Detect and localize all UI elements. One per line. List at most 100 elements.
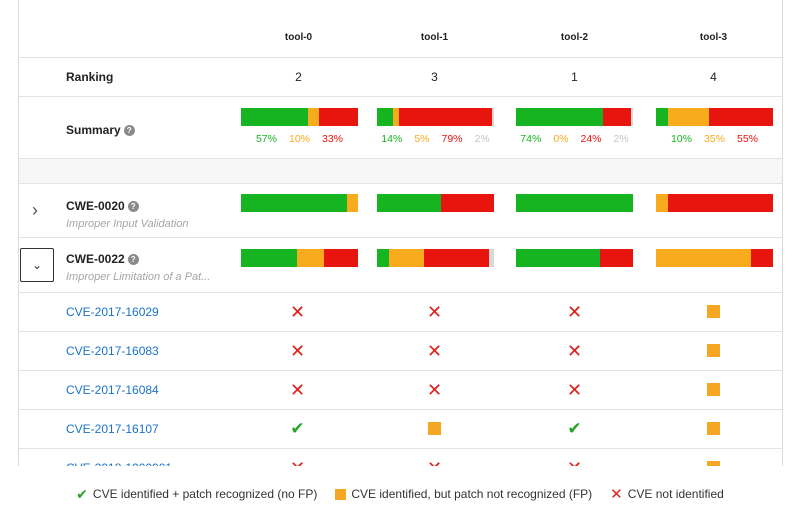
summary-label: Summary bbox=[66, 123, 121, 137]
percentage-label: 10% bbox=[288, 133, 310, 145]
chevron-down-icon[interactable]: ⌄ bbox=[20, 248, 54, 282]
bar-segment-red bbox=[319, 108, 358, 126]
result-mark bbox=[655, 342, 772, 362]
bar-segment-grey bbox=[630, 108, 633, 126]
bar-segment-red bbox=[324, 249, 358, 267]
percentage-label: 0% bbox=[553, 133, 569, 145]
result-mark bbox=[376, 420, 493, 440]
cve-link[interactable]: CVE-2018-1000001 bbox=[66, 461, 172, 466]
bar-segment-red bbox=[667, 194, 773, 212]
ranking-value: 3 bbox=[431, 70, 438, 84]
cwe-bar bbox=[241, 194, 358, 212]
ranking-label: Ranking bbox=[66, 70, 114, 84]
cve-link[interactable]: CVE-2017-16107 bbox=[66, 422, 159, 436]
help-icon[interactable]: ? bbox=[127, 201, 139, 212]
bar-segment-green bbox=[516, 249, 601, 267]
cwe-description: Improper Input Validation bbox=[66, 218, 189, 230]
bar-segment-green bbox=[516, 108, 603, 126]
bar-segment-orange bbox=[297, 249, 325, 267]
bar-segment-orange bbox=[388, 249, 424, 267]
bar-segment-green bbox=[377, 194, 442, 212]
result-mark: ✕ bbox=[376, 303, 493, 323]
cwe-label-wrap: CWE-0022? Improper Limitation of a Pat..… bbox=[66, 250, 210, 283]
bar-segment-red bbox=[399, 108, 492, 126]
x-icon: ✕ bbox=[566, 380, 583, 400]
x-icon: ✕ bbox=[610, 486, 623, 503]
bar-segment-orange bbox=[393, 108, 400, 126]
percentage-label: 2% bbox=[474, 133, 490, 145]
summary-percentages: 10% 35% 55% bbox=[656, 133, 773, 145]
summary-bar bbox=[241, 108, 358, 126]
summary-percentages: 74% 0% 24% 2% bbox=[516, 133, 633, 145]
bar-segment-green bbox=[241, 194, 348, 212]
cwe-bar bbox=[516, 194, 633, 212]
bar-segment-orange bbox=[347, 194, 358, 212]
tool-header-row: tool-0 tool-1 tool-2 tool-3 bbox=[19, 0, 782, 58]
cve-row: CVE-2017-16107 ✔ ✔ bbox=[19, 410, 782, 449]
bar-segment-red bbox=[602, 108, 631, 126]
help-icon[interactable]: ? bbox=[123, 125, 135, 136]
percentage-label: 55% bbox=[737, 133, 759, 145]
cve-link[interactable]: CVE-2017-16083 bbox=[66, 344, 159, 358]
result-mark: ✔ bbox=[516, 420, 633, 439]
cve-link[interactable]: CVE-2017-16029 bbox=[66, 305, 159, 319]
result-mark: ✕ bbox=[239, 381, 356, 401]
square-icon bbox=[428, 422, 441, 435]
summary-bar bbox=[377, 108, 494, 126]
summary-percentages: 14% 5% 79% 2% bbox=[377, 133, 494, 145]
square-icon bbox=[707, 344, 720, 357]
result-mark bbox=[655, 381, 772, 401]
bar-segment-orange bbox=[656, 194, 668, 212]
bar-segment-grey bbox=[491, 108, 494, 126]
percentage-label: 10% bbox=[670, 133, 692, 145]
x-icon: ✕ bbox=[289, 341, 306, 361]
result-mark: ✕ bbox=[516, 342, 633, 362]
cwe-description: Improper Limitation of a Pat... bbox=[66, 271, 211, 283]
bar-segment-red bbox=[600, 249, 633, 267]
legend-text: CVE identified, but patch not recognized… bbox=[351, 487, 593, 501]
bar-segment-green bbox=[377, 249, 389, 267]
legend-item: ✕ CVE not identified bbox=[610, 485, 724, 503]
legend: ✔ CVE identified + patch recognized (no … bbox=[0, 470, 800, 518]
summary-row: Summary? 57% 10% 33% 14% 5% 79% 2% 74% 0% 24% 2%… bbox=[19, 97, 782, 159]
cwe-row[interactable]: › CWE-0020? Improper Input Validation bbox=[19, 184, 782, 238]
percentage-label: 35% bbox=[703, 133, 725, 145]
percentage-label: 79% bbox=[441, 133, 463, 145]
x-icon: ✕ bbox=[426, 380, 443, 400]
summary-percentages: 57% 10% 33% bbox=[241, 133, 358, 145]
bar-segment-red bbox=[441, 194, 494, 212]
cve-row: CVE-2017-16029 ✕ ✕ ✕ bbox=[19, 293, 782, 332]
x-icon: ✕ bbox=[426, 341, 443, 361]
legend-item: CVE identified, but patch not recognized… bbox=[335, 487, 592, 501]
x-icon: ✕ bbox=[290, 458, 305, 466]
ranking-value: 2 bbox=[295, 70, 302, 84]
bar-segment-red bbox=[750, 249, 773, 267]
ranking-row: Ranking 2 3 1 4 bbox=[19, 58, 782, 97]
summary-bar bbox=[656, 108, 773, 126]
bar-segment-orange bbox=[667, 108, 709, 126]
help-icon[interactable]: ? bbox=[127, 254, 139, 265]
section-spacer bbox=[19, 159, 782, 184]
bar-segment-green bbox=[241, 249, 298, 267]
result-mark: ✕ bbox=[516, 381, 633, 401]
cwe-bar bbox=[656, 249, 773, 267]
cve-link[interactable]: CVE-2017-16084 bbox=[66, 383, 159, 397]
percentage-label: 2% bbox=[613, 133, 629, 145]
result-mark: ✕ bbox=[376, 459, 493, 466]
cve-row: CVE-2017-16084 ✕ ✕ ✕ bbox=[19, 371, 782, 410]
result-mark bbox=[655, 420, 772, 440]
x-icon: ✕ bbox=[289, 380, 306, 400]
bar-segment-red bbox=[708, 108, 773, 126]
bar-segment-grey bbox=[489, 249, 494, 267]
cwe-bar bbox=[377, 249, 494, 267]
legend-item: ✔ CVE identified + patch recognized (no … bbox=[76, 486, 317, 503]
percentage-label: 24% bbox=[580, 133, 602, 145]
square-icon bbox=[707, 461, 720, 466]
tool-header-1: tool-1 bbox=[420, 32, 449, 43]
cwe-row[interactable]: ⌄ CWE-0022? Improper Limitation of a Pat… bbox=[19, 238, 782, 293]
bar-segment-green bbox=[241, 108, 308, 126]
cwe-label-wrap: CWE-0020? Improper Input Validation bbox=[66, 197, 189, 230]
bar-segment-orange bbox=[656, 249, 751, 267]
chevron-right-icon[interactable]: › bbox=[32, 200, 38, 220]
result-mark: ✕ bbox=[239, 459, 356, 466]
